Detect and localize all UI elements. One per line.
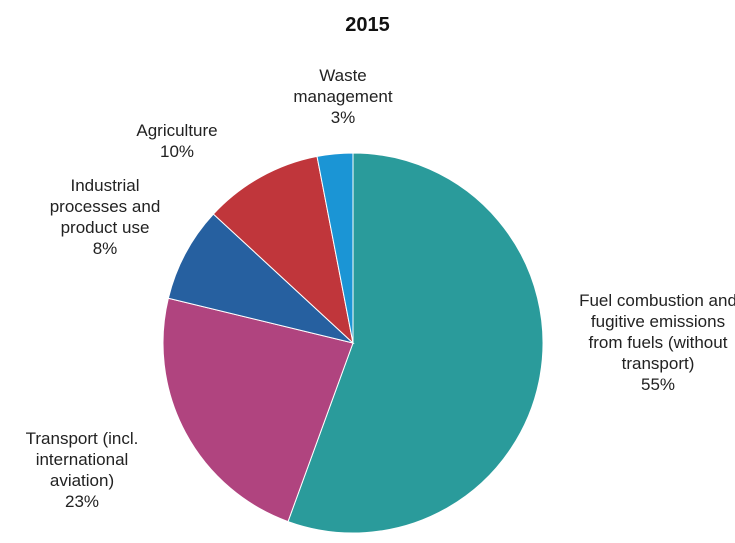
pie-slice bbox=[212, 155, 354, 345]
category-label: Transport (incl. international aviation) bbox=[25, 429, 139, 490]
category-label: Waste management bbox=[293, 66, 393, 106]
chart-title: 2015 bbox=[345, 14, 390, 36]
slice-label: Waste management 3% bbox=[278, 65, 408, 128]
value-label: 8% bbox=[92, 239, 118, 258]
value-label: 23% bbox=[64, 492, 100, 511]
category-label: Industrial processes and product use bbox=[49, 176, 161, 237]
value-label: 55% bbox=[640, 375, 676, 394]
value-label: 10% bbox=[159, 142, 195, 161]
pie-slice bbox=[162, 297, 354, 523]
value-label: 3% bbox=[330, 108, 356, 127]
category-label: Agriculture bbox=[136, 121, 218, 140]
slice-label: Industrial processes and product use 8% bbox=[30, 175, 180, 259]
pie-slice bbox=[316, 152, 354, 344]
category-label: Fuel combustion and fugitive emissions f… bbox=[579, 291, 735, 373]
pie-slice bbox=[167, 213, 355, 344]
slice-label: Agriculture 10% bbox=[117, 120, 237, 162]
slice-label: Fuel combustion and fugitive emissions f… bbox=[573, 290, 735, 395]
pie-slice bbox=[287, 152, 544, 534]
slice-label: Transport (incl. international aviation)… bbox=[2, 428, 162, 512]
